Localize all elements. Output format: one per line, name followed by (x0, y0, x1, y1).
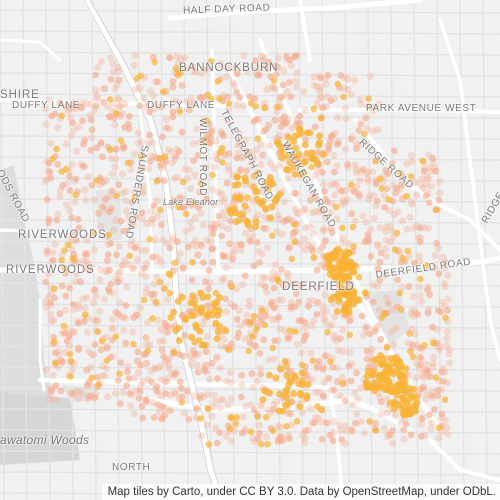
label-riverwoods-2: RIVERWOODS (6, 264, 95, 276)
label-duffy-lane-west: DUFFY LANE (12, 100, 81, 111)
road-casings (83, 0, 225, 500)
label-wilmot-road: WILMOT ROAD (197, 118, 208, 197)
label-potawatomi-woods: awatomi Woods (0, 433, 90, 447)
label-bannockburn: BANNOCKBURN (179, 62, 279, 74)
map-attribution: Map tiles by Carto, under CC BY 3.0. Dat… (101, 484, 500, 500)
label-deerfield: DEERFIELD (282, 281, 355, 293)
label-north: NORTH (112, 462, 151, 473)
label-duffy-lane-east: DUFFY LANE (147, 100, 216, 111)
label-riverwoods-1: RIVERWOODS (18, 229, 107, 241)
label-park-avenue-west: PARK AVENUE WEST (366, 103, 477, 114)
label-shire: SHIRE (0, 89, 40, 101)
label-lake-eleanor: Lake Eleanor (163, 197, 219, 207)
